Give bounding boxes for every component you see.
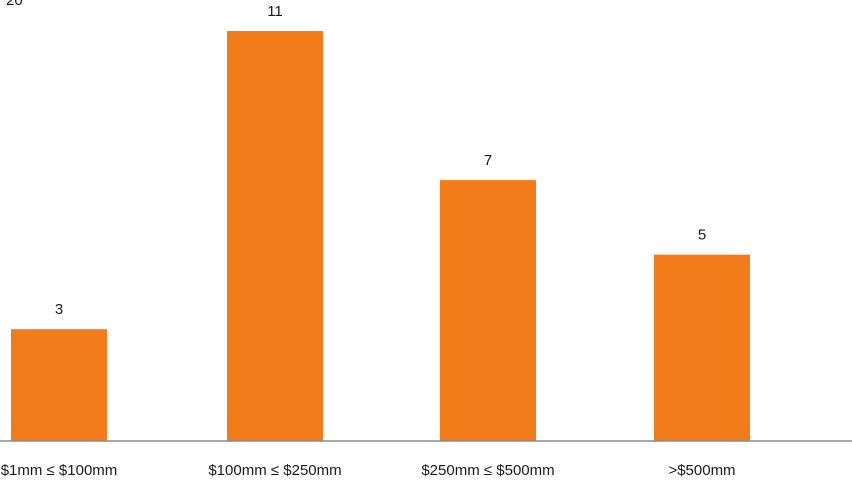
corner-value-label: 20 (6, 0, 23, 9)
bar-3 (654, 254, 750, 441)
bar-value-label-3: 5 (698, 227, 706, 244)
x-tick-label-3: >$500mm (668, 462, 735, 479)
bar-value-label-1: 11 (267, 3, 283, 20)
bar-0 (11, 329, 107, 441)
bar-1 (227, 31, 323, 441)
bar-2 (440, 180, 536, 441)
bar-value-label-0: 3 (55, 301, 63, 318)
x-tick-label-2: $250mm ≤ $500mm (421, 462, 554, 479)
x-tick-labels: $1mm ≤ $100mm $100mm ≤ $250mm $250mm ≤ $50… (1, 462, 736, 479)
x-tick-label-1: $100mm ≤ $250mm (208, 462, 341, 479)
bar-value-label-2: 7 (484, 152, 492, 169)
x-tick-label-0: $1mm ≤ $100mm (1, 462, 118, 479)
bars-group: 3 11 7 5 (11, 3, 750, 441)
